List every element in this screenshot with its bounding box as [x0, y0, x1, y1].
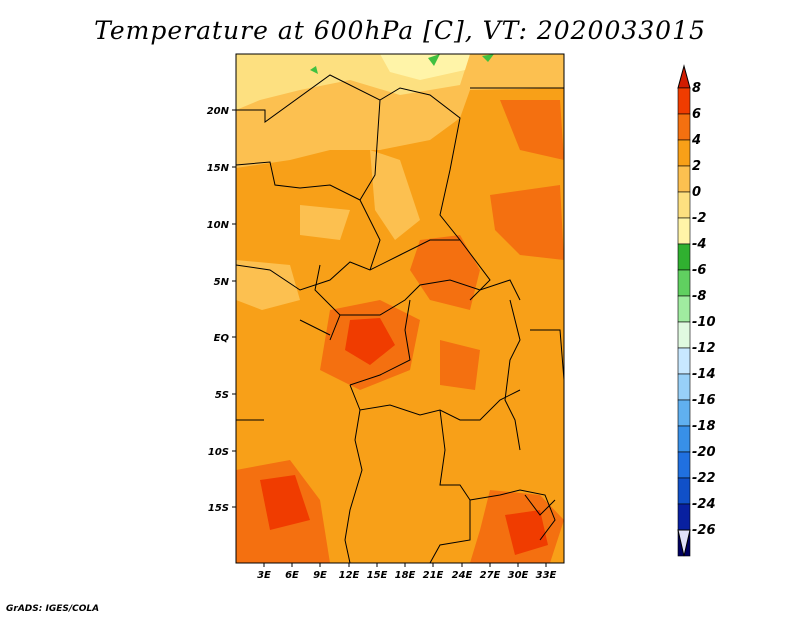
lat-axis: 20N 15N 10N 5N EQ 5S 10S 15S	[207, 106, 236, 514]
colorbar-segment	[677, 425, 691, 453]
footer-credit: GrADS: IGES/COLA	[6, 604, 100, 614]
colorbar-segment	[677, 451, 691, 479]
lat-label-15N: 15N	[207, 163, 230, 174]
colorbar-label: 2	[692, 159, 701, 174]
colorbar-label: -10	[692, 315, 716, 330]
colorbar-label: -12	[692, 341, 716, 356]
lon-label-33E: 33E	[536, 570, 557, 581]
lon-label-15E: 15E	[367, 570, 388, 581]
colorbar-segment	[677, 217, 691, 245]
lat-label-EQ: EQ	[214, 333, 230, 344]
colorbar-label: -22	[692, 471, 716, 486]
colorbar-label: -24	[692, 497, 716, 512]
colorbar-segment	[677, 113, 691, 141]
colorbar: 8 6 4 2 0 -2 -4 -6 -8 -10 -12 -14 -16 -1…	[677, 64, 716, 557]
lon-label-30E: 30E	[508, 570, 529, 581]
colorbar-label: -4	[692, 237, 706, 252]
map-panel	[235, 53, 565, 564]
colorbar-label: -2	[692, 211, 706, 226]
colorbar-segment	[677, 295, 691, 323]
colorbar-label: -16	[692, 393, 716, 408]
colorbar-segment	[677, 243, 691, 271]
lat-label-20N: 20N	[207, 106, 230, 117]
colorbar-segment	[677, 477, 691, 505]
colorbar-segment	[677, 347, 691, 375]
colorbar-segment	[677, 165, 691, 193]
colorbar-label: -8	[692, 289, 706, 304]
colorbar-segment	[677, 139, 691, 167]
colorbar-label: -14	[692, 367, 716, 382]
lon-axis: 3E 6E 9E 12E 15E 18E 21E 24E 27E 30E 33E	[257, 563, 557, 581]
colorbar-bottom-arrow	[677, 529, 691, 557]
lon-label-24E: 24E	[452, 570, 473, 581]
colorbar-label: 6	[692, 107, 701, 122]
colorbar-label: 8	[692, 81, 701, 96]
colorbar-label: -18	[692, 419, 716, 434]
lat-label-5N: 5N	[214, 277, 230, 288]
lon-label-3E: 3E	[257, 570, 271, 581]
colorbar-segment	[677, 373, 691, 401]
lon-label-12E: 12E	[339, 570, 360, 581]
map-title: Temperature at 600hPa [C], VT: 202003301…	[94, 16, 706, 45]
lat-label-10S: 10S	[208, 447, 229, 458]
colorbar-label: -26	[692, 523, 716, 538]
lon-label-9E: 9E	[313, 570, 327, 581]
lon-label-6E: 6E	[285, 570, 299, 581]
lat-label-5S: 5S	[215, 390, 229, 401]
lon-label-27E: 27E	[480, 570, 501, 581]
colorbar-segment	[677, 191, 691, 219]
colorbar-label: 0	[692, 185, 701, 200]
lon-label-18E: 18E	[395, 570, 416, 581]
colorbar-segment	[677, 321, 691, 349]
colorbar-top-arrow	[677, 64, 691, 89]
colorbar-label: -6	[692, 263, 706, 278]
colorbar-segment	[677, 87, 691, 115]
lat-label-15S: 15S	[208, 503, 229, 514]
colorbar-segment	[677, 503, 691, 531]
colorbar-label: 4	[691, 133, 701, 148]
lon-label-21E: 21E	[423, 570, 444, 581]
colorbar-label: -20	[692, 445, 716, 460]
colorbar-segment	[677, 399, 691, 427]
colorbar-segment	[677, 269, 691, 297]
lat-label-10N: 10N	[207, 220, 230, 231]
